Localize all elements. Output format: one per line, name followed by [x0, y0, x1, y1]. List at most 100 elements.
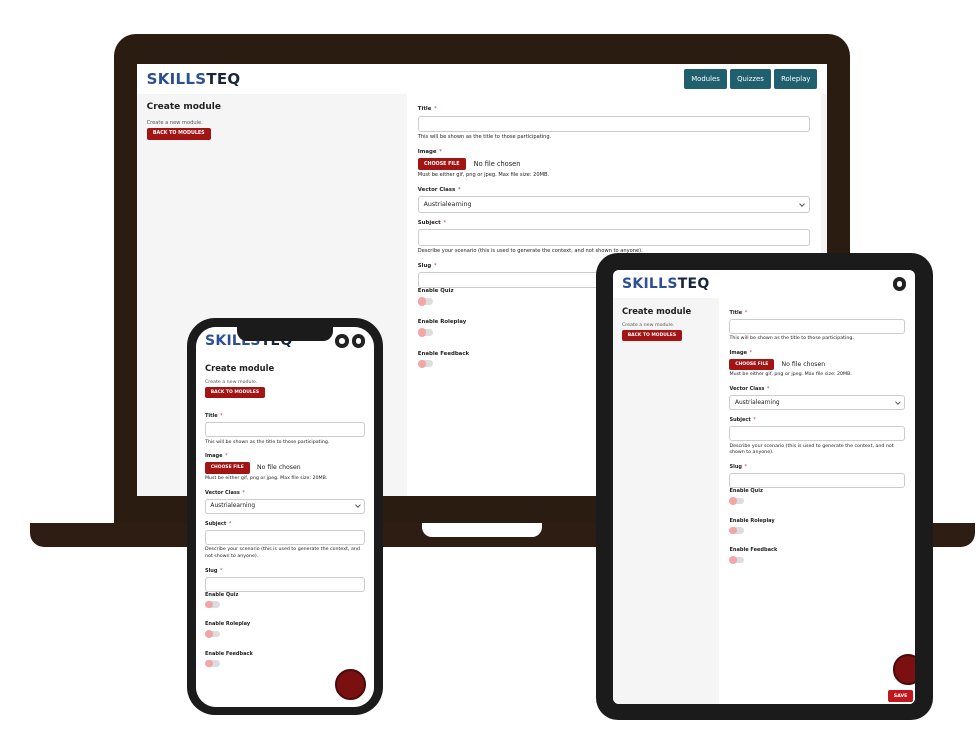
- vector-class-select[interactable]: Austrialearning: [417, 196, 811, 213]
- header: SKILLSTEQ Modules Quizzes Roleplay: [137, 64, 827, 94]
- toggle[interactable]: [417, 328, 434, 337]
- vector-class-select[interactable]: Austrialearning: [204, 498, 366, 514]
- required-mark: *: [457, 187, 461, 194]
- field-label: Slug *: [729, 464, 748, 471]
- choose-file-button[interactable]: CHOOSE FILE: [417, 158, 466, 170]
- required-mark: *: [439, 148, 442, 155]
- toggle-label: Enable Roleplay: [729, 517, 775, 524]
- toggle[interactable]: [729, 526, 745, 535]
- page-title: Create module: [621, 305, 692, 316]
- phone-notch: [237, 327, 333, 341]
- nav: Modules Quizzes Roleplay: [681, 68, 818, 90]
- subject-input[interactable]: [417, 229, 811, 246]
- toggle[interactable]: [204, 659, 220, 668]
- toggle[interactable]: [729, 556, 745, 564]
- file-input: CHOOSE FILE No file chosen: [729, 358, 904, 370]
- page-title: Create module: [204, 362, 275, 373]
- select-value: Austrialearning: [423, 200, 472, 208]
- toggle[interactable]: [417, 359, 434, 369]
- chat-button[interactable]: [335, 669, 367, 701]
- help-text: This will be shown as the title to those…: [204, 439, 330, 445]
- file-input: CHOOSE FILE No file chosen: [204, 462, 365, 474]
- help-text: Must be either gif, png or jpeg. Max fil…: [417, 172, 550, 179]
- toggle-label: Enable Quiz: [204, 591, 239, 598]
- form: Title * This will be shown as the title to…: [719, 298, 915, 704]
- menu-button[interactable]: [351, 334, 366, 348]
- laptop-notch: [422, 523, 542, 537]
- slug-input[interactable]: [204, 576, 366, 592]
- title-input[interactable]: [729, 318, 905, 334]
- required-mark: *: [220, 567, 223, 574]
- toggle[interactable]: [417, 297, 434, 306]
- required-mark: *: [434, 106, 437, 113]
- title-input[interactable]: [417, 115, 811, 132]
- choose-file-button[interactable]: CHOOSE FILE: [204, 462, 250, 474]
- field-label: Title *: [729, 309, 748, 316]
- choose-file-button[interactable]: CHOOSE FILE: [729, 358, 775, 370]
- toggle[interactable]: [204, 600, 220, 609]
- field-label: Subject *: [204, 520, 232, 527]
- form: Title * This will be shown as the title to…: [196, 413, 374, 668]
- back-button[interactable]: BACK TO MODULES: [204, 386, 265, 399]
- field-label: Slug *: [417, 262, 437, 269]
- file-status: No file chosen: [473, 160, 521, 169]
- theme-toggle[interactable]: [335, 334, 349, 348]
- help-text: Describe your scenario (this is used to …: [204, 547, 360, 559]
- vector-class-select[interactable]: Austrialearning: [729, 395, 905, 411]
- logo-part: SKILLS: [146, 70, 207, 88]
- title-input[interactable]: [204, 422, 366, 438]
- toggle-label: Enable Quiz: [417, 288, 454, 295]
- subject-input[interactable]: [729, 426, 905, 442]
- required-mark: *: [744, 464, 748, 471]
- logo-part: TEQ: [206, 70, 241, 88]
- slug-input[interactable]: [729, 473, 905, 489]
- field-label: Image *: [729, 349, 753, 356]
- header-icons: [333, 334, 366, 348]
- logo: SKILLSTEQ: [622, 276, 710, 292]
- content: Create module Create a new module. BACK TO…: [196, 355, 374, 707]
- intro: Create module Create a new module. BACK TO…: [137, 94, 407, 496]
- help-text: Describe your scenario (this is used to …: [417, 248, 643, 255]
- nav-button[interactable]: Roleplay: [774, 68, 818, 90]
- toggle-label: Enable Quiz: [729, 488, 763, 495]
- back-button[interactable]: BACK TO MODULES: [621, 329, 682, 342]
- subject-input[interactable]: [204, 529, 366, 545]
- help-text: Describe your scenario (this is used to …: [729, 443, 894, 456]
- toggle[interactable]: [204, 630, 220, 638]
- required-mark: *: [242, 489, 245, 496]
- toggle[interactable]: [729, 497, 745, 505]
- page-subtitle: Create a new module.: [146, 119, 203, 126]
- required-mark: *: [744, 309, 748, 316]
- field-label: Vector Class *: [417, 187, 461, 194]
- save-button[interactable]: SAVE: [888, 690, 914, 703]
- theme-toggle[interactable]: [892, 277, 907, 291]
- nav-button[interactable]: Modules: [684, 68, 727, 90]
- required-mark: *: [225, 453, 228, 460]
- help-text: This will be shown as the title to those…: [417, 134, 552, 141]
- header: SKILLSTEQ: [613, 270, 915, 298]
- required-mark: *: [433, 262, 437, 269]
- intro: Create module Create a new module. BACK TO…: [196, 355, 374, 406]
- logo: SKILLSTEQ: [147, 70, 241, 88]
- field-label: Subject *: [729, 417, 756, 424]
- toggle-label: Enable Roleplay: [417, 319, 467, 326]
- back-button[interactable]: BACK TO MODULES: [146, 128, 211, 140]
- tablet-screen: SKILLSTEQ Create module Create a new modul…: [613, 270, 915, 704]
- intro: Create module Create a new module. BACK TO…: [613, 298, 719, 704]
- nav-button[interactable]: Quizzes: [730, 68, 771, 90]
- select-value: Austrialearning: [210, 503, 256, 510]
- required-mark: *: [443, 220, 447, 227]
- required-mark: *: [220, 413, 223, 420]
- toggle-label: Enable Feedback: [729, 547, 778, 554]
- page-subtitle: Create a new module.: [204, 379, 258, 385]
- file-input: CHOOSE FILE No file chosen: [417, 158, 810, 170]
- field-label: Image *: [204, 453, 228, 460]
- field-label: Vector Class *: [204, 489, 245, 496]
- chevron: [799, 200, 806, 207]
- chat-button[interactable]: [892, 654, 915, 685]
- help-text: This will be shown as the title to those…: [729, 336, 854, 342]
- field-label: Vector Class *: [729, 386, 770, 393]
- chevron: [354, 502, 361, 509]
- logo-part: SKILLS: [621, 276, 678, 292]
- help-text: Must be either gif, png or jpeg. Max fil…: [729, 372, 852, 378]
